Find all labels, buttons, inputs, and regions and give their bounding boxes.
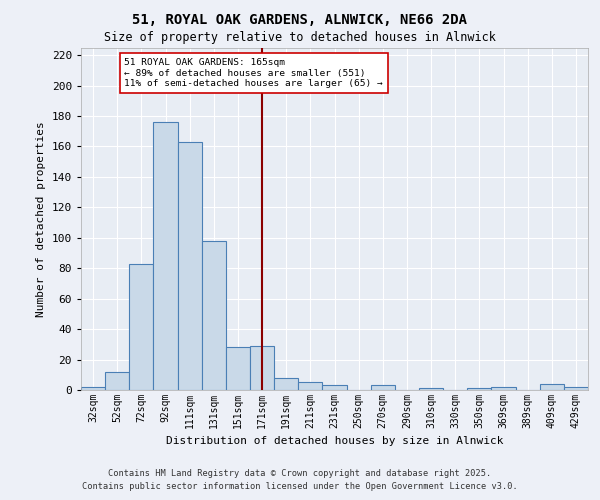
- X-axis label: Distribution of detached houses by size in Alnwick: Distribution of detached houses by size …: [166, 436, 503, 446]
- Text: Contains HM Land Registry data © Crown copyright and database right 2025.
Contai: Contains HM Land Registry data © Crown c…: [82, 470, 518, 491]
- Text: 51 ROYAL OAK GARDENS: 165sqm
← 89% of detached houses are smaller (551)
11% of s: 51 ROYAL OAK GARDENS: 165sqm ← 89% of de…: [124, 58, 383, 88]
- Bar: [467, 388, 491, 390]
- Bar: [226, 348, 250, 390]
- Bar: [81, 387, 105, 390]
- Y-axis label: Number of detached properties: Number of detached properties: [36, 121, 46, 316]
- Text: 51, ROYAL OAK GARDENS, ALNWICK, NE66 2DA: 51, ROYAL OAK GARDENS, ALNWICK, NE66 2DA: [133, 12, 467, 26]
- Bar: [540, 384, 564, 390]
- Bar: [491, 387, 515, 390]
- Bar: [371, 386, 395, 390]
- Bar: [105, 372, 129, 390]
- Bar: [250, 346, 274, 390]
- Bar: [202, 241, 226, 390]
- Bar: [129, 264, 154, 390]
- Bar: [322, 386, 347, 390]
- Bar: [419, 388, 443, 390]
- Bar: [564, 387, 588, 390]
- Text: Size of property relative to detached houses in Alnwick: Size of property relative to detached ho…: [104, 31, 496, 44]
- Bar: [178, 142, 202, 390]
- Bar: [298, 382, 322, 390]
- Bar: [154, 122, 178, 390]
- Bar: [274, 378, 298, 390]
